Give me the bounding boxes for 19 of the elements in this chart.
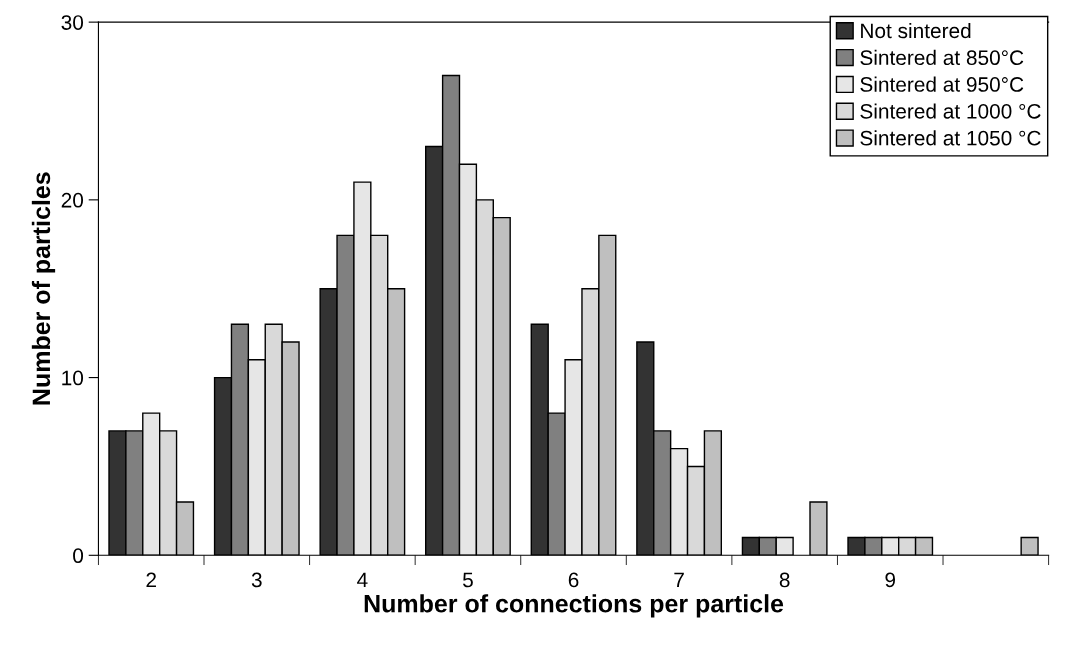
x-tick-label: 6 — [568, 572, 579, 588]
x-tick-label: 4 — [357, 572, 368, 588]
x-tick-label: 5 — [462, 572, 473, 588]
legend-label: Sintered at 1000 °C — [860, 103, 1041, 119]
y-tick-label: 0 — [73, 548, 84, 564]
y-tick-label: 20 — [61, 192, 84, 208]
legend-label: Sintered at 1050 °C — [860, 130, 1041, 146]
x-tick-label: 2 — [146, 572, 156, 588]
y-tick-label: 10 — [62, 370, 84, 386]
x-tick-label: 8 — [779, 572, 790, 588]
x-axis-title: Number of connections per particle — [364, 594, 784, 618]
x-tick-label: 3 — [251, 572, 262, 588]
y-axis-title: Number of particles — [31, 172, 56, 405]
x-tick-label: 7 — [674, 572, 684, 588]
legend-label: Sintered at 950°C — [860, 76, 1024, 92]
legend-label: Not sintered — [861, 22, 971, 39]
legend-label: Sintered at 850°C — [860, 49, 1024, 66]
y-tick-label: 30 — [61, 15, 84, 30]
x-tick-label: 9 — [885, 572, 896, 588]
